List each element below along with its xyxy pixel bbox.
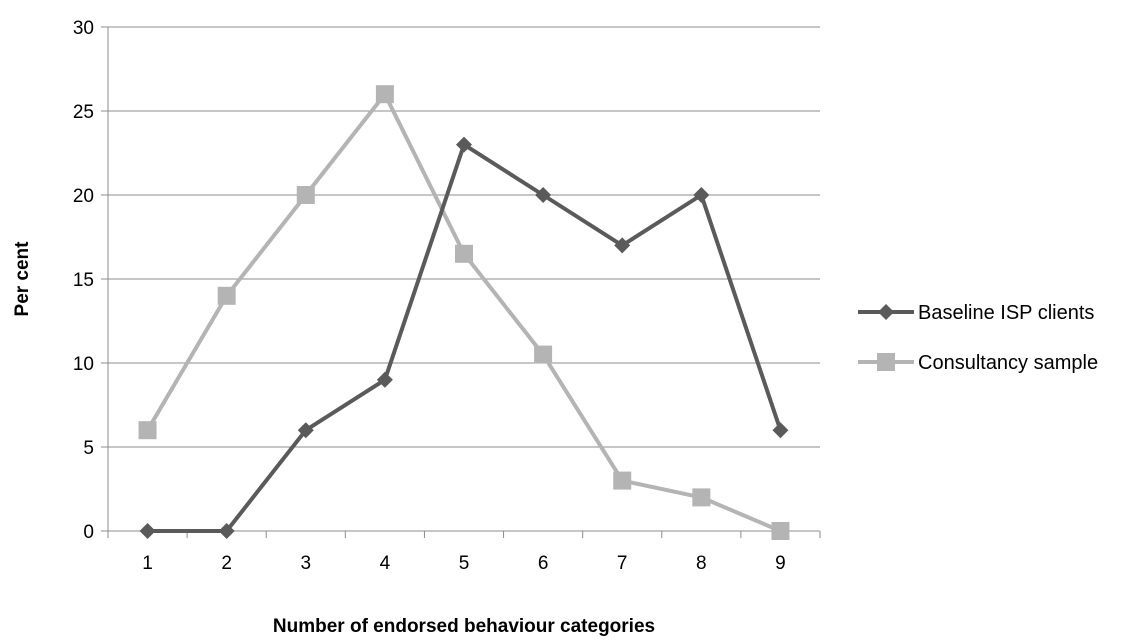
legend-item: Baseline ISP clients — [858, 302, 1094, 324]
y-tick-label: 5 — [83, 438, 94, 459]
series-group — [138, 85, 790, 540]
legend-marker — [877, 353, 895, 371]
data-point — [296, 186, 315, 204]
data-point — [772, 422, 789, 439]
y-tick-label: 25 — [73, 102, 94, 123]
data-point — [217, 286, 236, 305]
series-line — [145, 92, 782, 533]
data-point — [139, 523, 156, 539]
series-baseline-isp-clients — [139, 136, 789, 539]
data-point — [218, 523, 235, 539]
legend-marker — [878, 304, 894, 320]
data-point — [297, 422, 314, 439]
y-tick-label: 0 — [83, 522, 94, 543]
data-point — [375, 85, 394, 104]
data-point — [535, 187, 552, 203]
legend-label: Baseline ISP clients — [918, 302, 1094, 324]
series-consultancy-sample — [138, 85, 790, 540]
data-point — [692, 488, 711, 507]
data-point — [455, 244, 473, 263]
y-tick-label: 30 — [73, 18, 94, 39]
series-line — [147, 142, 783, 533]
data-point — [613, 471, 632, 490]
x-tick-label: 9 — [775, 553, 786, 574]
data-point — [138, 421, 157, 440]
x-tick-label: 7 — [617, 553, 628, 574]
x-tick-label: 3 — [300, 553, 311, 574]
x-tick-label: 6 — [538, 553, 549, 574]
x-tick-label: 1 — [142, 553, 153, 574]
axes — [101, 26, 821, 538]
x-tick-labels: 1 2 3 4 5 6 7 8 9 — [142, 553, 785, 574]
legend-label: Consultancy sample — [918, 352, 1098, 374]
gridlines — [108, 26, 820, 448]
y-tick-label: 10 — [73, 354, 94, 375]
y-tick-labels: 0 5 10 15 20 25 30 — [73, 18, 94, 543]
data-point — [456, 136, 472, 153]
x-tick-label: 2 — [221, 553, 232, 574]
data-point — [376, 371, 393, 388]
x-tick-label: 4 — [380, 553, 391, 574]
data-point — [534, 345, 553, 364]
data-point — [614, 237, 631, 254]
data-point — [771, 522, 790, 540]
y-axis-title: Per cent — [12, 241, 33, 317]
y-tick-label: 20 — [73, 186, 94, 207]
data-point — [693, 187, 710, 203]
x-axis-title: Number of endorsed behaviour categories — [273, 616, 655, 637]
x-tick-label: 5 — [459, 553, 470, 574]
y-tick-label: 15 — [73, 270, 94, 291]
x-tick-label: 8 — [696, 553, 707, 574]
legend: Baseline ISP clients Consultancy sample — [858, 302, 1098, 374]
legend-item: Consultancy sample — [858, 352, 1098, 374]
